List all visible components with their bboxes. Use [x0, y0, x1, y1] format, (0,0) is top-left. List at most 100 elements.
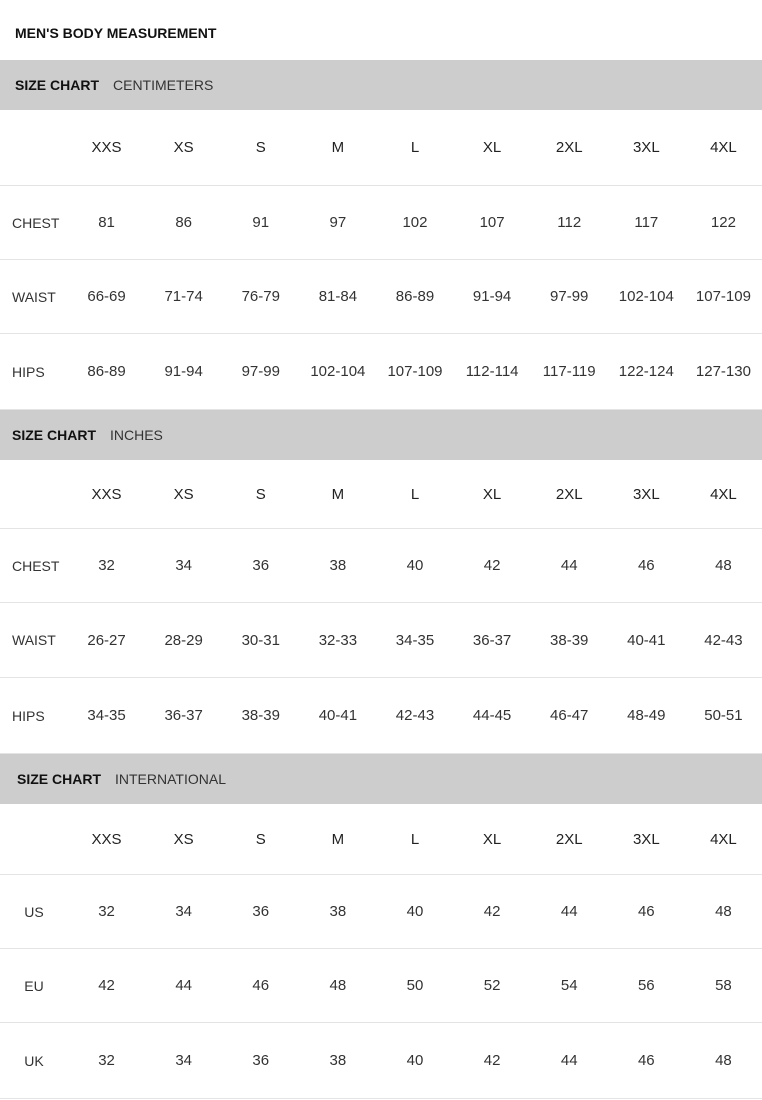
table-cell: 46	[252, 977, 270, 994]
table-cell: 71-74	[164, 288, 203, 305]
size-header: 4XL	[710, 139, 737, 156]
size-header: 3XL	[632, 830, 660, 848]
table-cell: 46-47	[550, 707, 589, 724]
size-table-centimeters: XXS XS S M L XL 2XL 3XL 4XL CHEST 81 86 91 97 102 107 11…	[0, 110, 762, 410]
size-header-row: XXS XS S M L XL 2XL 3XL 4XL	[0, 110, 762, 186]
size-header: S	[255, 485, 266, 503]
table-cell: 42-43	[704, 631, 743, 649]
table-row-hips: HIPS 34-35 36-37 38-39 40-41 42-43 44-45 46-47 4…	[0, 678, 762, 754]
table-cell: 40	[406, 557, 424, 574]
row-label: US	[24, 903, 44, 920]
table-cell: 91-94	[472, 288, 512, 305]
table-cell: 40-41	[318, 707, 358, 724]
size-header-row: XXS XS S M L XL 2XL 3XL 4XL	[0, 460, 762, 529]
table-cell: 122-124	[618, 363, 674, 380]
size-header: S	[255, 830, 266, 848]
table-cell: 32	[98, 903, 115, 920]
table-cell: 86-89	[395, 288, 435, 305]
size-table-international: XXS XS S M L XL 2XL 3XL 4XL US 32 34 36 38 40 42 44 46 48 E…	[0, 804, 762, 1099]
table-cell: 38	[329, 1052, 347, 1069]
size-header: 4XL	[710, 485, 737, 503]
row-label: HIPS	[12, 363, 45, 380]
size-header: M	[331, 139, 345, 156]
table-cell: 107	[479, 214, 505, 231]
table-cell: 46	[637, 557, 655, 574]
table-cell: 44	[560, 557, 578, 574]
size-header: XS	[173, 485, 194, 503]
table-cell: 42	[483, 903, 501, 920]
table-cell: 40-41	[627, 631, 666, 649]
row-label: HIPS	[12, 707, 45, 724]
table-cell: 112-114	[465, 363, 519, 380]
table-cell: 97-99	[550, 288, 589, 305]
size-header: 2XL	[555, 139, 583, 156]
size-table-inches: XXS XS S M L XL 2XL 3XL 4XL CHEST 32 34 36 38 40 42 44 46…	[0, 460, 762, 754]
table-cell: 38	[329, 557, 347, 574]
size-header: 2XL	[555, 485, 583, 503]
table-row-chest: CHEST 32 34 36 38 40 42 44 46 48	[0, 529, 762, 603]
section-unit: INCHES	[110, 427, 163, 443]
size-header: L	[410, 485, 420, 503]
size-header: L	[410, 139, 420, 156]
table-cell: 81-84	[318, 288, 358, 305]
size-header: M	[331, 830, 345, 848]
table-cell: 36	[252, 903, 270, 920]
table-cell: 86	[175, 214, 192, 231]
size-header: XXS	[91, 485, 122, 503]
row-label: CHEST	[12, 557, 60, 574]
section-label: SIZE CHART	[15, 77, 99, 93]
section-unit: CENTIMETERS	[113, 77, 214, 93]
table-cell: 28-29	[164, 631, 203, 649]
table-cell: 42	[98, 977, 115, 994]
table-cell: 91	[252, 214, 270, 231]
size-header: XL	[482, 830, 502, 848]
table-cell: 122	[710, 214, 736, 231]
table-cell: 32-33	[318, 631, 358, 649]
size-header: XS	[173, 139, 194, 156]
size-header: XXS	[91, 139, 122, 156]
table-cell: 50	[406, 977, 424, 994]
table-cell: 34	[175, 903, 192, 920]
table-cell: 97-99	[241, 363, 280, 380]
section-unit: INTERNATIONAL	[115, 771, 226, 787]
table-cell: 48	[715, 557, 732, 574]
page-title: MEN'S BODY MEASUREMENT	[15, 25, 217, 41]
size-header: L	[410, 830, 420, 848]
table-cell: 34-35	[395, 631, 435, 649]
table-cell: 102	[402, 214, 428, 231]
table-row-us: US 32 34 36 38 40 42 44 46 48	[0, 875, 762, 949]
table-row-hips: HIPS 86-89 91-94 97-99 102-104 107-109 112-114…	[0, 334, 762, 410]
table-cell: 117-119	[542, 363, 596, 380]
table-cell: 34	[175, 1052, 192, 1069]
table-cell: 32	[98, 1052, 115, 1069]
table-row-chest: CHEST 81 86 91 97 102 107 112 117 122	[0, 186, 762, 260]
size-header: S	[255, 139, 266, 156]
size-header: XXS	[91, 830, 122, 848]
table-cell: 86-89	[87, 363, 126, 380]
table-row-eu: EU 42 44 46 48 50 52 54 56 58	[0, 949, 762, 1023]
table-cell: 52	[483, 977, 501, 994]
size-header-row: XXS XS S M L XL 2XL 3XL 4XL	[0, 804, 762, 875]
size-header: XL	[482, 139, 502, 156]
table-cell: 44-45	[472, 707, 512, 724]
table-cell: 58	[715, 977, 732, 994]
table-cell: 40	[406, 903, 424, 920]
table-row-waist: WAIST 66-69 71-74 76-79 81-84 86-89 91-94 97-99…	[0, 260, 762, 334]
table-cell: 32	[98, 557, 115, 574]
table-cell: 34-35	[87, 707, 126, 724]
table-cell: 127-130	[695, 363, 751, 380]
table-cell: 48	[715, 903, 732, 920]
table-cell: 97	[329, 214, 347, 231]
table-cell: 107-109	[387, 363, 443, 380]
section-label: SIZE CHART	[17, 771, 101, 787]
table-cell: 46	[637, 903, 655, 920]
size-header: XS	[173, 830, 194, 848]
table-cell: 66-69	[87, 288, 126, 305]
row-label: UK	[24, 1052, 44, 1069]
row-label: CHEST	[12, 214, 60, 231]
table-cell: 50-51	[704, 707, 743, 724]
section-label: SIZE CHART	[12, 427, 96, 443]
size-header: XL	[482, 485, 502, 503]
size-header: 3XL	[632, 485, 660, 503]
